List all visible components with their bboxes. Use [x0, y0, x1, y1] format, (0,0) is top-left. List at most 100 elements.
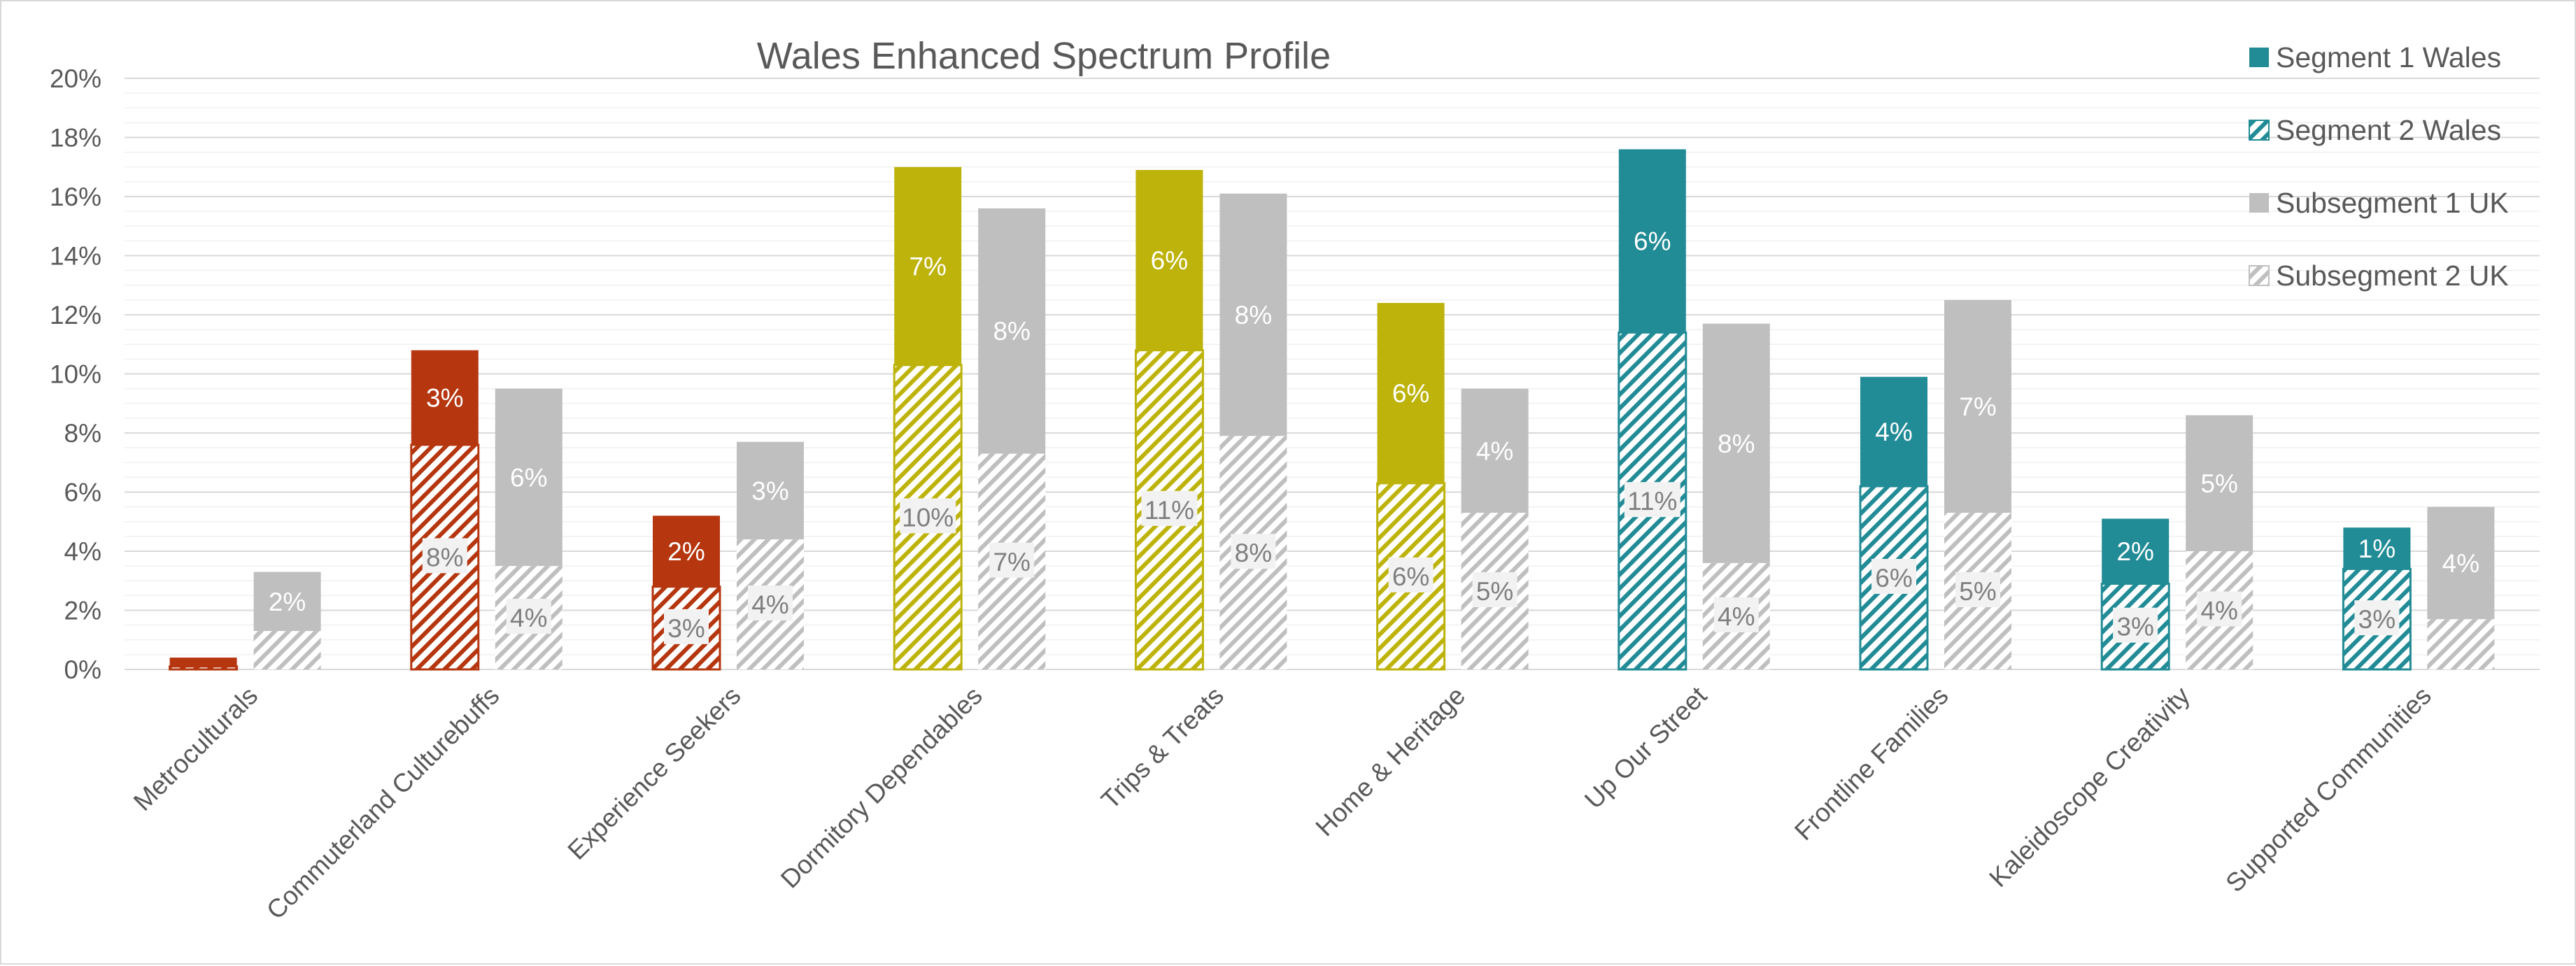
legend-label: Subsegment 2 UK	[2276, 260, 2509, 292]
bar-segment-1-wales	[411, 350, 479, 445]
data-label-background	[1955, 572, 2000, 608]
legend-swatch	[2249, 120, 2270, 141]
data-label-background	[422, 538, 467, 574]
bar-subsegment-1-uk	[1702, 323, 1770, 563]
data-label-background	[1141, 490, 1198, 526]
data-label-segment-1-wales: 2%	[667, 537, 705, 566]
data-label-segment-1-wales: 2%	[2116, 537, 2153, 566]
x-tick-label: Commuterland Culturebuffs	[261, 681, 504, 925]
legend-label: Subsegment 1 UK	[2276, 187, 2509, 219]
data-label-background	[2354, 600, 2400, 636]
data-label-subsegment-1-uk: 4%	[1476, 436, 1513, 465]
legend-swatch	[2249, 265, 2270, 286]
data-label-segment-2-wales: 3%	[2116, 613, 2153, 641]
legend-label: Segment 2 Wales	[2276, 114, 2501, 146]
x-tick-label: Home & Heritage	[1310, 681, 1471, 842]
legend-swatch	[2249, 48, 2269, 67]
data-label-segment-2-wales: 3%	[2358, 605, 2395, 634]
data-label-subsegment-1-uk: 3%	[751, 476, 788, 505]
data-label-subsegment-1-uk: 5%	[2200, 469, 2237, 498]
data-label-background	[1472, 572, 1517, 608]
bar-subsegment-1-uk	[253, 571, 321, 632]
bar-subsegment-2-uk	[253, 631, 321, 669]
data-label-background	[1231, 534, 1276, 569]
x-tick-label: Trips & Treats	[1096, 681, 1229, 815]
bar-subsegment-1-uk	[2186, 415, 2253, 551]
data-label-background	[664, 609, 709, 644]
x-tick-label: Supported Communities	[2220, 681, 2437, 898]
bar-subsegment-1-uk	[978, 208, 1046, 454]
bar-segment-1-wales	[2343, 527, 2411, 569]
x-tick-label: Up Our Street	[1579, 681, 1713, 814]
data-label-segment-2-wales: 6%	[1392, 562, 1429, 591]
data-label-segment-2-wales: 11%	[1627, 487, 1677, 516]
data-label-subsegment-2-uk: 4%	[2200, 597, 2237, 625]
data-label-segment-2-wales: 6%	[1875, 564, 1912, 592]
bar-segment-1-wales	[653, 516, 720, 587]
bar-subsegment-1-uk	[1219, 193, 1287, 436]
data-label-background	[2197, 591, 2242, 627]
bar-segment-1-wales	[1135, 169, 1203, 350]
data-label-subsegment-2-uk: 4%	[1718, 602, 1755, 631]
bar-segment-1-wales	[1377, 303, 1445, 483]
bar-segment-1-wales	[1860, 376, 1927, 487]
data-label-subsegment-2-uk: 4%	[751, 590, 788, 619]
chart-title: Wales Enhanced Spectrum Profile	[757, 35, 1331, 77]
legend: Segment 1 Wales Segment 2 Wales Subsegment…	[2249, 41, 2509, 292]
y-tick-label: 12%	[50, 301, 101, 329]
bar-segment-1-wales	[2102, 518, 2170, 584]
data-label-subsegment-1-uk: 7%	[1959, 392, 1996, 421]
data-label-subsegment-2-uk: 5%	[1959, 577, 1996, 606]
y-tick-label: 20%	[50, 64, 101, 93]
data-label-segment-2-wales: 11%	[1145, 496, 1194, 525]
y-axis: 0% 2% 4% 6% 8% 10% 12% 14% 16% 18% 20%	[50, 64, 2540, 684]
data-label-subsegment-1-uk: 8%	[993, 317, 1030, 346]
data-label-background	[1871, 559, 1916, 595]
data-labels: 2% 3% 8% 6% 4% 2% 3% 3% 4% 7% 10% 8% 7% 6% 11% 8% 8% 6% 6%…	[269, 227, 2479, 644]
bar-segment-2-wales	[169, 665, 239, 671]
x-tick-label: Metroculturals	[128, 681, 263, 816]
data-label-background	[748, 585, 793, 621]
data-label-subsegment-1-uk: 8%	[1235, 301, 1272, 329]
bar-subsegment-1-uk	[1461, 388, 1529, 513]
data-label-segment-1-wales: 4%	[1875, 418, 1912, 446]
bar-segment-1-wales	[894, 166, 962, 365]
data-label-background	[1713, 597, 1759, 632]
data-label-subsegment-1-uk: 4%	[2442, 549, 2479, 578]
y-tick-label: 6%	[64, 478, 101, 507]
data-label-subsegment-1-uk: 8%	[1718, 429, 1755, 458]
data-label-segment-1-wales: 6%	[1392, 379, 1429, 408]
legend-swatch	[2249, 193, 2269, 213]
y-tick-label: 18%	[50, 124, 101, 152]
data-label-segment-1-wales: 3%	[426, 383, 463, 412]
y-tick-label: 8%	[64, 419, 101, 448]
data-label-background	[900, 498, 956, 534]
legend-label: Segment 1 Wales	[2276, 41, 2501, 73]
bar-subsegment-1-uk	[2427, 506, 2495, 620]
bar-segment-1-wales	[169, 658, 237, 667]
data-label-segment-1-wales: 7%	[909, 252, 946, 280]
data-label-background	[1624, 482, 1680, 518]
bar-subsegment-1-uk	[1944, 299, 2011, 513]
gridlines	[125, 78, 2540, 670]
data-label-background	[2113, 607, 2158, 643]
x-tick-label: Kaleidoscope Creativity	[1983, 681, 2195, 893]
data-label-background	[1388, 557, 1434, 592]
y-tick-label: 0%	[64, 655, 101, 684]
x-tick-label: Frontline Families	[1789, 681, 1953, 846]
data-label-subsegment-2-uk: 5%	[1476, 577, 1513, 606]
y-tick-label: 14%	[50, 242, 101, 271]
x-tick-label: Dormitory Dependables	[775, 681, 988, 894]
data-label-subsegment-2-uk: 4%	[510, 604, 547, 632]
data-label-subsegment-2-uk: 7%	[993, 548, 1030, 576]
data-label-segment-2-wales: 8%	[426, 543, 463, 571]
bar-subsegment-1-uk	[737, 441, 804, 540]
data-label-segment-1-wales: 1%	[2358, 534, 2395, 563]
bars	[169, 149, 2495, 671]
y-tick-label: 16%	[50, 183, 101, 211]
x-tick-label: Experience Seekers	[562, 681, 746, 865]
data-label-subsegment-2-uk: 8%	[1235, 539, 1272, 567]
